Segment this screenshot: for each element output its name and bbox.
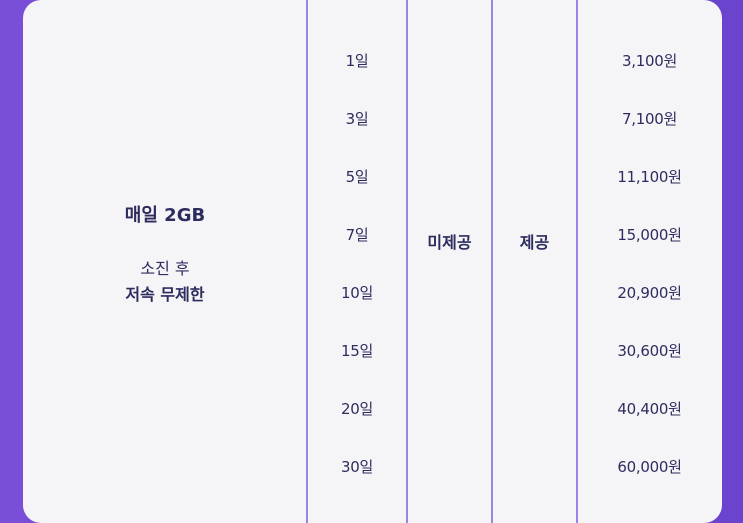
price-cell: 3,100원 [622,52,677,70]
pricing-table-card: 매일 2GB 소진 후 저속 무제한 1일 3일 5일 7일 10일 15일 2… [23,0,722,523]
days-cell: 15일 [341,342,373,360]
feature-a-value: 미제공 [427,233,472,252]
days-column: 1일 3일 5일 7일 10일 15일 20일 30일 [307,0,407,523]
feature-b-column: 제공 [492,0,577,523]
price-cell: 40,400원 [617,400,682,418]
days-cell: 20일 [341,400,373,418]
column-divider [406,0,408,523]
plan-column: 매일 2GB 소진 후 저속 무제한 [23,0,307,523]
feature-b-value: 제공 [519,233,550,252]
days-cell: 3일 [345,110,369,128]
days-cell: 7일 [345,226,369,244]
price-column: 3,100원 7,100원 11,100원 15,000원 20,900원 30… [577,0,722,523]
days-cell: 5일 [345,168,369,186]
price-cell: 15,000원 [617,226,682,244]
price-cell: 11,100원 [617,168,682,186]
price-cell: 20,900원 [617,284,682,302]
price-cell: 7,100원 [622,110,677,128]
plan-after-value: 저속 무제한 [125,285,205,304]
price-cell: 60,000원 [617,458,682,476]
column-divider [306,0,308,523]
feature-a-column: 미제공 [407,0,492,523]
days-cell: 10일 [341,284,373,302]
days-cell: 1일 [345,52,369,70]
column-divider [491,0,493,523]
days-cell: 30일 [341,458,373,476]
column-divider [576,0,578,523]
plan-after-label: 소진 후 [140,259,190,278]
price-cell: 30,600원 [617,342,682,360]
plan-title: 매일 2GB [124,205,206,226]
